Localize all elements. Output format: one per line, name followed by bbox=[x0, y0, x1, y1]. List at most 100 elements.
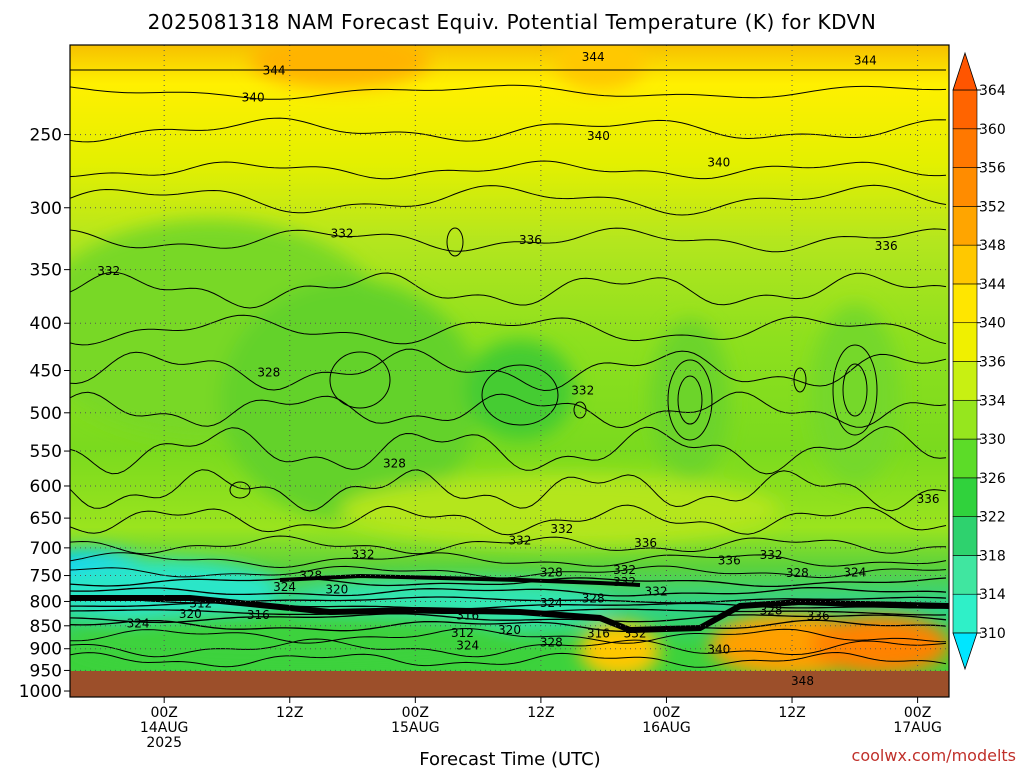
colorbar-label: 334 bbox=[979, 393, 1006, 409]
contour-line bbox=[70, 469, 947, 512]
contour-line bbox=[70, 314, 947, 346]
contour-line bbox=[70, 577, 947, 588]
contour-label: 316 bbox=[587, 627, 610, 641]
contour-line bbox=[70, 535, 947, 555]
y-tick-label: 650 bbox=[30, 509, 62, 529]
contour-line bbox=[70, 651, 947, 668]
contour-label: 332 bbox=[645, 584, 668, 598]
colorbar-label: 348 bbox=[979, 238, 1006, 254]
contour-label: 320 bbox=[498, 623, 521, 637]
contour-label: 340 bbox=[707, 643, 730, 657]
x-tick-label: 2025 bbox=[146, 735, 182, 751]
x-tick-label: 12Z bbox=[778, 705, 805, 721]
x-tick-label: 12Z bbox=[527, 705, 554, 721]
contour-label: 328 bbox=[540, 635, 563, 649]
y-tick-label: 250 bbox=[30, 126, 62, 146]
contour-line bbox=[70, 627, 947, 644]
contour-ring bbox=[446, 227, 464, 257]
contour-label: 332 bbox=[624, 626, 647, 640]
colorbar-label: 318 bbox=[979, 548, 1006, 564]
contour-label: 336 bbox=[807, 609, 830, 623]
y-tick-label: 950 bbox=[30, 661, 62, 681]
contour-ring bbox=[229, 481, 251, 499]
y-tick-label: 500 bbox=[30, 404, 62, 424]
warm-lower-3 bbox=[810, 615, 949, 675]
colorbar-low-arrow bbox=[952, 632, 978, 671]
inversion-band bbox=[70, 595, 949, 634]
x-tick-label: 15AUG bbox=[391, 720, 440, 736]
colorbar-segment bbox=[952, 555, 978, 595]
y-tick-label: 750 bbox=[30, 567, 62, 587]
contour-label: 344 bbox=[854, 54, 877, 68]
ground-strip bbox=[70, 671, 949, 697]
colorbar-segment bbox=[952, 593, 978, 634]
contour-label: 320 bbox=[325, 583, 348, 597]
contour-label: 344 bbox=[582, 50, 605, 64]
contour-label: 316 bbox=[456, 609, 479, 623]
field-blobs bbox=[70, 45, 949, 678]
contour-label: 328 bbox=[786, 566, 809, 580]
x-tick-label: 00Z bbox=[653, 705, 680, 721]
credit-link[interactable]: coolwx.com/modelts bbox=[852, 746, 1016, 765]
colorbar-label: 330 bbox=[979, 432, 1006, 448]
contour-ring bbox=[793, 367, 807, 393]
contour-label: 328 bbox=[760, 603, 783, 617]
colorbar-segment bbox=[952, 399, 978, 440]
y-tick-label: 850 bbox=[30, 617, 62, 637]
teal-left bbox=[70, 560, 280, 620]
contour-line bbox=[70, 638, 947, 658]
contour-label: 328 bbox=[299, 569, 322, 583]
contour-label: 328 bbox=[582, 591, 605, 605]
colorbar-label: 336 bbox=[979, 355, 1006, 371]
colorbar-segment bbox=[952, 438, 978, 479]
contour-label: 332 bbox=[760, 548, 783, 562]
colorbar-label: 356 bbox=[979, 161, 1006, 177]
colorbar-segment bbox=[952, 167, 978, 207]
contour-line bbox=[70, 348, 947, 392]
contour-line bbox=[70, 586, 947, 597]
contour-label: 316 bbox=[247, 608, 270, 622]
warm-crest-top bbox=[250, 45, 430, 88]
colorbar-segment bbox=[952, 244, 978, 285]
contour-label: 332 bbox=[509, 533, 532, 547]
colorbar-label: 310 bbox=[979, 626, 1006, 642]
contour-label: 332 bbox=[352, 548, 375, 562]
contour-label: 312 bbox=[451, 626, 474, 640]
contour-label: 320 bbox=[179, 607, 202, 621]
green-right-1 bbox=[650, 320, 730, 480]
contour-label: 312 bbox=[189, 596, 212, 610]
y-axis: 250 300 350 400 450 500 550 600 650 700 750 800 850 9… bbox=[19, 126, 70, 702]
colorbar-label: 314 bbox=[979, 587, 1006, 603]
contour-label: 328 bbox=[383, 456, 406, 470]
x-tick-label: 00Z bbox=[904, 705, 931, 721]
x-tick-label: 14AUG bbox=[140, 720, 189, 736]
contour-label: 332 bbox=[613, 575, 636, 589]
contour-ring bbox=[842, 363, 868, 417]
colorbar-segment bbox=[952, 477, 978, 517]
contour-label: 332 bbox=[571, 384, 594, 398]
y-tick-label: 1000 bbox=[19, 682, 62, 702]
contour-ring bbox=[677, 375, 703, 425]
contour-line bbox=[70, 504, 947, 536]
contour-line bbox=[70, 184, 947, 216]
contour-line bbox=[70, 613, 947, 624]
green-right-2 bbox=[810, 305, 900, 485]
colorbar-segment bbox=[952, 361, 978, 401]
y-tick-label: 700 bbox=[30, 539, 62, 559]
y-tick-label: 300 bbox=[30, 199, 62, 219]
colorbar-label: 326 bbox=[979, 471, 1006, 487]
contour-label: 340 bbox=[707, 155, 730, 169]
x-tick-label: 12Z bbox=[276, 705, 303, 721]
y-tick-label: 550 bbox=[30, 442, 62, 462]
y-tick-label: 400 bbox=[30, 314, 62, 334]
contour-label: 336 bbox=[875, 239, 898, 253]
colorbar-label: 340 bbox=[979, 316, 1006, 332]
contour-line bbox=[70, 619, 947, 632]
contour-ring bbox=[329, 351, 391, 409]
colorbar-segment bbox=[952, 516, 978, 556]
contour-line bbox=[70, 117, 947, 143]
